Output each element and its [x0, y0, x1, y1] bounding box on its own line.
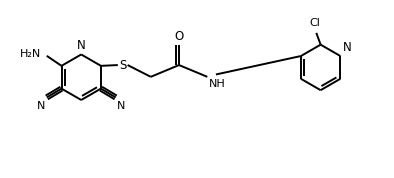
Text: N: N: [37, 101, 45, 111]
Text: NH: NH: [209, 79, 226, 89]
Text: O: O: [175, 30, 184, 43]
Text: Cl: Cl: [309, 18, 320, 28]
Text: N: N: [117, 101, 125, 111]
Text: H₂N: H₂N: [20, 49, 41, 59]
Text: N: N: [343, 41, 352, 54]
Text: N: N: [77, 39, 85, 52]
Text: S: S: [119, 59, 126, 72]
